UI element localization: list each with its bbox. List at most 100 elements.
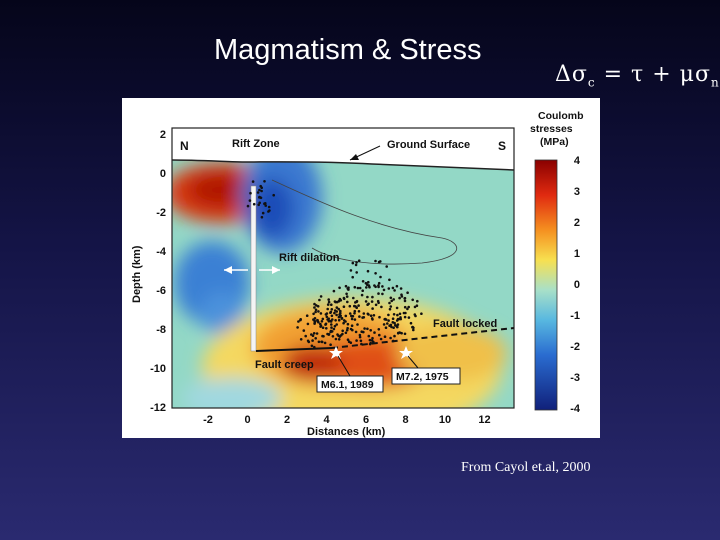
earthquake-dot: [350, 324, 354, 327]
earthquake-dot: [325, 315, 329, 319]
earthquake-dot: [367, 313, 370, 316]
earthquake-dot: [311, 339, 314, 342]
earthquake-dot: [345, 295, 349, 298]
earthquake-dot: [330, 323, 333, 326]
earthquake-dot: [371, 307, 374, 310]
earthquake-dot: [333, 324, 337, 328]
earthquake-dot: [361, 289, 364, 292]
colorbar-tick-label: -1: [570, 310, 580, 322]
earthquake-dot: [329, 343, 332, 346]
earthquake-dot: [392, 326, 395, 329]
earthquake-dot: [416, 299, 419, 303]
earthquake-dot: [407, 316, 411, 319]
earthquake-dot: [325, 312, 329, 315]
earthquake-dot: [346, 322, 350, 326]
earthquake-dot: [337, 307, 340, 311]
earthquake-dot: [393, 289, 396, 292]
earthquake-dot: [409, 321, 413, 325]
earthquake-dot: [329, 320, 333, 323]
earthquake-dot: [358, 286, 362, 290]
earthquake-dot: [369, 329, 372, 332]
earthquake-dot: [317, 340, 321, 344]
earthquake-dot: [310, 344, 314, 348]
earthquake-dot: [320, 340, 324, 344]
earthquake-dot: [353, 309, 357, 313]
earthquake-dot: [392, 313, 396, 316]
earthquake-dot: [321, 326, 325, 329]
earthquake-dot: [348, 304, 352, 308]
event-star-1989: [329, 346, 343, 359]
earthquake-dot: [364, 281, 368, 285]
slide-title: Magmatism & Stress: [214, 34, 482, 66]
earthquake-dot: [387, 319, 390, 322]
earthquake-dot: [395, 306, 399, 310]
earthquake-dot: [361, 280, 365, 283]
earthquake-dot: [354, 263, 358, 267]
earthquake-dot: [398, 296, 401, 300]
earthquake-dot: [315, 332, 319, 335]
earthquake-dot: [403, 305, 407, 309]
earthquake-dot: [403, 299, 407, 303]
earthquake-dot: [391, 317, 395, 320]
earthquake-dot: [383, 335, 387, 338]
ground-surface-label: Ground Surface: [387, 139, 470, 151]
earthquake-dot: [319, 312, 323, 315]
earthquake-dot: [349, 341, 353, 344]
earthquake-dot: [350, 315, 354, 318]
earthquake-dot: [411, 298, 415, 302]
earthquake-dot: [391, 286, 395, 290]
earthquake-dot: [365, 286, 368, 289]
earthquake-dot: [321, 317, 325, 321]
earthquake-dot: [264, 204, 267, 207]
earthquake-dot: [353, 285, 357, 289]
earthquake-dot: [393, 334, 396, 338]
colorbar-title-line1: Coulomb: [538, 110, 584, 122]
earthquake-dot: [332, 327, 336, 331]
earthquake-dot: [353, 304, 356, 308]
earthquake-dot: [305, 314, 309, 317]
y-tick-label: -12: [150, 402, 166, 414]
earthquake-dot: [396, 317, 400, 321]
earthquake-dot: [260, 189, 263, 193]
earthquake-dot: [332, 289, 336, 293]
earthquake-dot: [381, 285, 384, 288]
earthquake-dot: [330, 314, 334, 318]
x-tick-label: 10: [439, 414, 451, 426]
earthquake-dot: [335, 313, 338, 317]
earthquake-dot: [396, 313, 399, 317]
coulomb-stress-figure: N S Rift Zone Ground Surface Rift dilati…: [122, 98, 600, 438]
earthquake-dot: [402, 311, 406, 315]
equation-rhs: = τ + μσ: [595, 62, 711, 87]
earthquake-dot: [263, 202, 266, 205]
earthquake-dot: [257, 203, 260, 207]
earthquake-dot: [403, 332, 407, 336]
earthquake-dot: [411, 325, 415, 329]
earthquake-dot: [344, 331, 348, 335]
earthquake-dot: [368, 342, 372, 346]
earthquake-dot: [256, 191, 260, 194]
colorbar-tick-label: -4: [570, 403, 581, 415]
x-axis-title: Distances (km): [307, 426, 386, 438]
colorbar-tick-label: 3: [574, 186, 580, 198]
earthquake-dot: [360, 342, 363, 346]
earthquake-dot: [406, 291, 409, 294]
earthquake-dot: [351, 261, 355, 265]
x-tick-label: 4: [323, 414, 330, 426]
seismicity-dots: [246, 180, 423, 349]
south-label: S: [498, 139, 506, 153]
earthquake-dot: [355, 299, 359, 303]
earthquake-dot: [393, 321, 396, 325]
earthquake-dot: [335, 306, 339, 309]
earthquake-dot: [351, 275, 354, 279]
earthquake-dot: [388, 301, 391, 305]
earthquake-dot: [334, 337, 338, 341]
earthquake-dot: [346, 338, 350, 341]
earthquake-dot: [313, 317, 317, 320]
x-tick-label: -2: [203, 414, 213, 426]
earthquake-dot: [329, 310, 333, 314]
earthquake-dot: [340, 317, 344, 320]
earthquake-dot: [319, 295, 323, 298]
earthquake-dot: [367, 334, 371, 338]
colorbar-tick-labels: 4 3 2 1 0 -1 -2 -3 -4: [570, 155, 581, 415]
earthquake-dot: [377, 292, 380, 295]
